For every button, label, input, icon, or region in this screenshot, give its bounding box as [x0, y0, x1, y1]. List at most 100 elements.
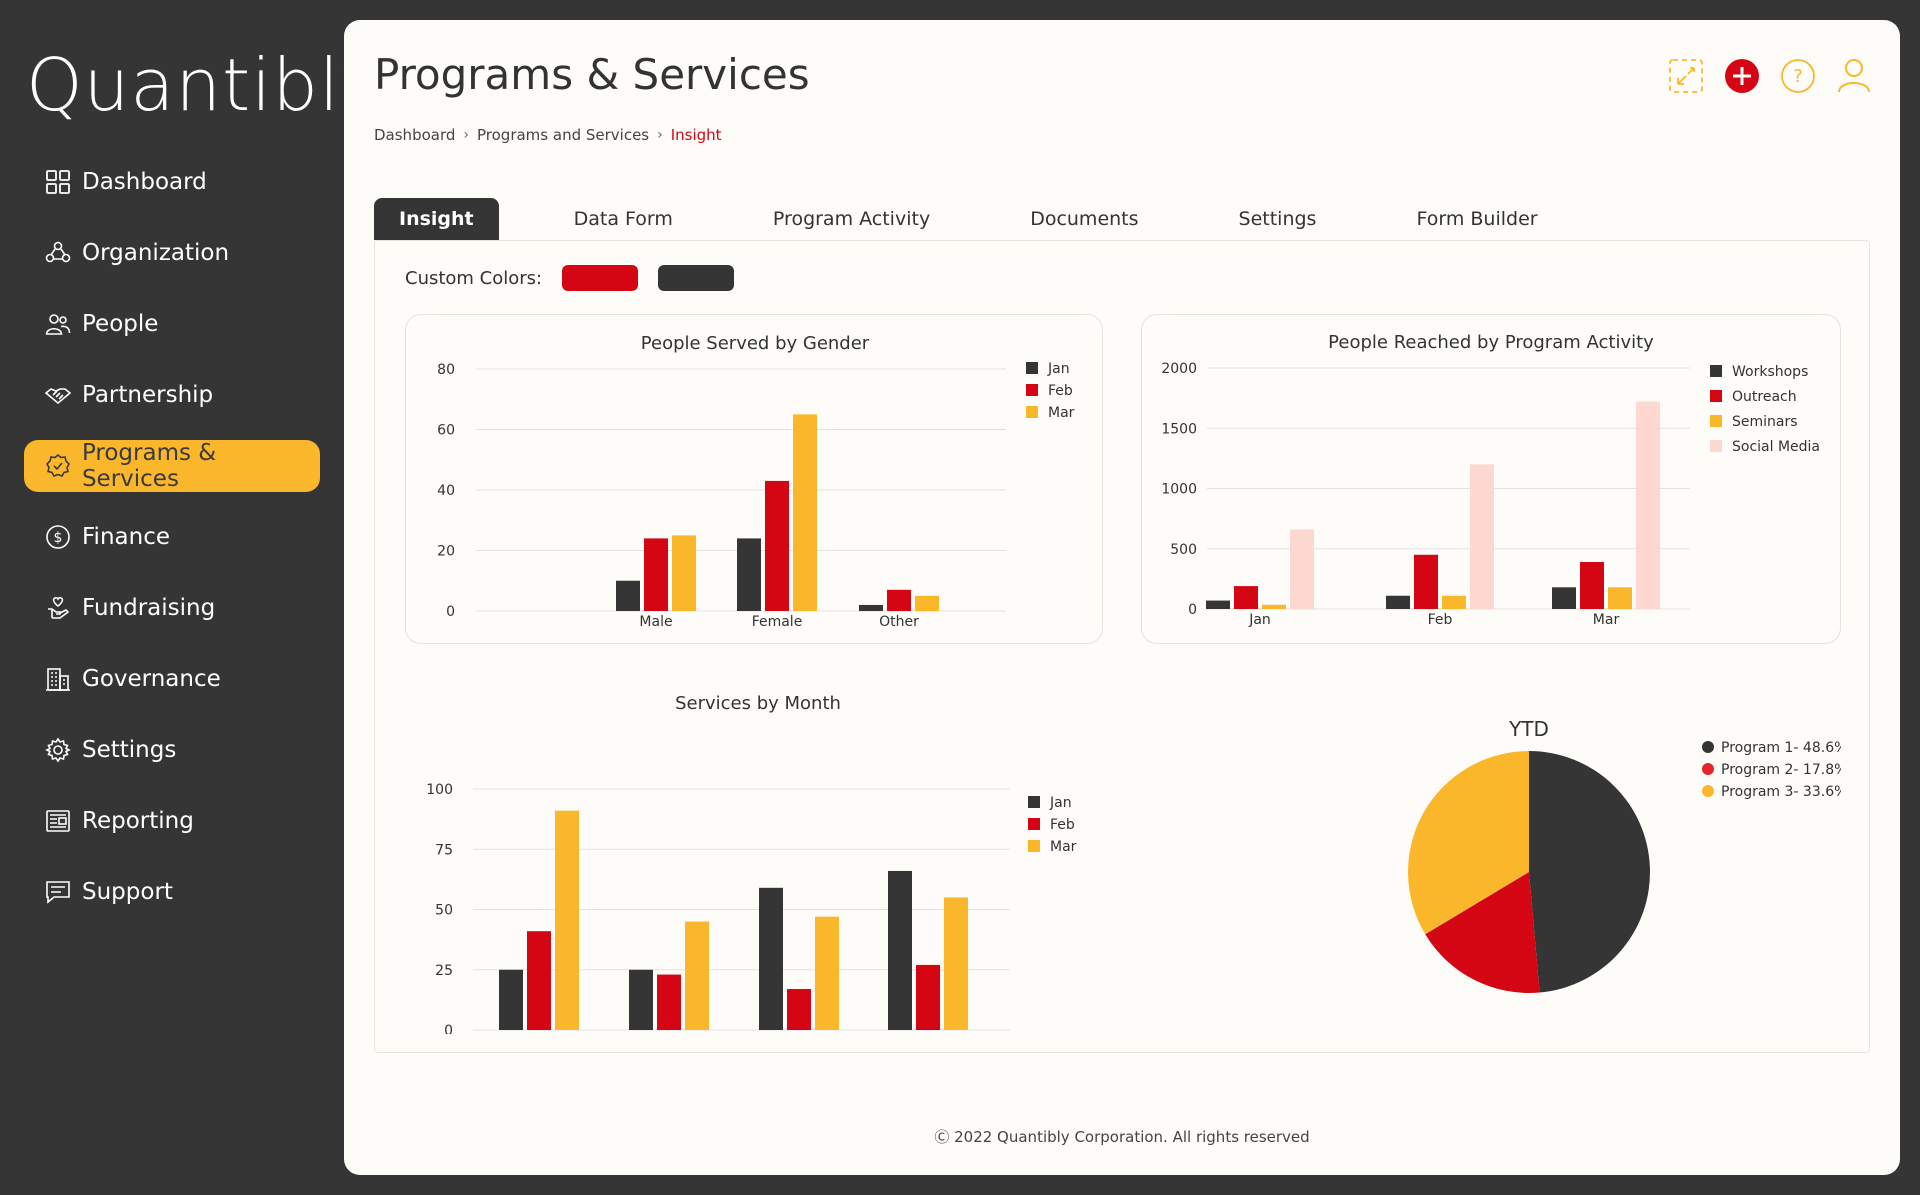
- quantibly-logo[interactable]: Quantibly: [26, 40, 383, 130]
- tab-form-builder[interactable]: Form Builder: [1416, 208, 1538, 230]
- pie-title: YTD: [1508, 717, 1549, 741]
- legend-swatch-workshops: [1710, 365, 1722, 377]
- tab-program-activity[interactable]: Program Activity: [772, 208, 931, 230]
- y-tick-label: 0: [446, 604, 455, 620]
- sidebar-item-settings[interactable]: Settings: [24, 724, 320, 776]
- y-tick-label: 40: [437, 483, 455, 499]
- custom-colors-label: Custom Colors:: [405, 267, 543, 289]
- logo-text: Quantibly: [26, 43, 384, 127]
- legend-label-seminars: Seminars: [1732, 414, 1798, 430]
- y-tick-label: 500: [1170, 542, 1197, 558]
- insight-content: Custom Colors: People Served by Gender 0 2…: [374, 240, 1870, 1053]
- color-swatch-red[interactable]: [562, 265, 639, 291]
- tab-insight[interactable]: Insight: [374, 198, 499, 240]
- footer-text: 2022 Quantibly Corporation. All rights r…: [954, 1128, 1310, 1146]
- bar-jan-workshops: [1206, 600, 1230, 609]
- legend-dot-3: [1702, 785, 1714, 797]
- legend-swatch-outreach: [1710, 390, 1722, 402]
- sidebar-item-organization[interactable]: Organization: [24, 227, 320, 279]
- sidebar-item-label: Settings: [82, 737, 177, 763]
- pie-slice-3: [1408, 751, 1529, 935]
- y-tick-label: 0: [1188, 602, 1197, 618]
- legend-swatch-feb: [1026, 384, 1038, 396]
- footer: Ⓒ 2022 Quantibly Corporation. All rights…: [344, 1126, 1900, 1147]
- x-tick-label: Mar: [1593, 612, 1620, 628]
- sidebar-item-fundraising[interactable]: Fundraising: [24, 582, 320, 634]
- ytd-pie-chart: YTD Program 1- 48.6% Program 2- 17.8% Progr…: [1408, 717, 1847, 993]
- bar-male-feb: [644, 538, 668, 611]
- help-button[interactable]: ?: [1780, 58, 1816, 94]
- collapse-button[interactable]: [1668, 58, 1704, 94]
- handshake-icon: [44, 381, 72, 409]
- copyright-icon: Ⓒ: [934, 1128, 950, 1146]
- bar-service-2-mar: [685, 921, 709, 1030]
- legend-label-program-3: Program 3- 33.6%: [1721, 784, 1841, 800]
- legend-label-program-2: Program 2- 17.8%: [1721, 762, 1841, 778]
- sidebar-item-dashboard[interactable]: Dashboard: [24, 156, 320, 208]
- sidebar-item-support[interactable]: Support: [24, 866, 320, 918]
- bar-service-4-mar: [944, 897, 968, 1030]
- sidebar-item-partnership[interactable]: Partnership: [24, 369, 320, 421]
- badge-check-icon: [44, 452, 72, 480]
- x-tick-label: Service 3: [766, 1033, 831, 1034]
- sidebar-item-programs-services[interactable]: Programs & Services: [24, 440, 320, 492]
- hand-heart-icon: [44, 594, 72, 622]
- bar-female-jan: [737, 538, 761, 611]
- bar-service-4-jan: [888, 870, 912, 1030]
- sidebar-item-reporting[interactable]: Reporting: [24, 795, 320, 847]
- sidebar-item-label: People: [82, 311, 159, 337]
- legend-swatch-mar: [1026, 406, 1038, 418]
- breadcrumb-insight: Insight: [670, 126, 722, 144]
- breadcrumb-dashboard[interactable]: Dashboard: [374, 126, 456, 144]
- x-tick-label: Service 1: [506, 1033, 571, 1034]
- tab-bar: Insight Data Form Program Activity Docum…: [374, 198, 1613, 240]
- y-tick-label: 50: [435, 903, 453, 919]
- add-button[interactable]: [1724, 58, 1760, 94]
- profile-button[interactable]: [1836, 58, 1872, 94]
- y-tick-label: 0: [444, 1023, 453, 1034]
- sidebar-item-label: Partnership: [82, 382, 214, 408]
- bar-service-3-feb: [787, 989, 811, 1030]
- tab-documents[interactable]: Documents: [1030, 208, 1139, 230]
- sidebar-item-finance[interactable]: $ Finance: [24, 511, 320, 563]
- sidebar-item-label: Programs & Services: [81, 440, 217, 492]
- sidebar-item-governance[interactable]: Governance: [24, 653, 320, 705]
- plus-icon: [1725, 59, 1759, 93]
- chart-card-gender: People Served by Gender 0 20 40 60 80 Male Fema…: [405, 314, 1103, 644]
- y-tick-label: 1000: [1161, 482, 1197, 498]
- tab-data-form[interactable]: Data Form: [573, 208, 673, 230]
- tab-settings[interactable]: Settings: [1238, 208, 1317, 230]
- pie-slice-2: [1425, 872, 1540, 993]
- y-tick-label: 2000: [1161, 361, 1197, 377]
- bar-other-jan: [859, 604, 883, 611]
- sidebar-item-label: Reporting: [82, 808, 194, 834]
- color-swatch-dark[interactable]: [658, 265, 735, 291]
- sidebar-item-label: Finance: [82, 524, 170, 550]
- bar-service-3-mar: [815, 916, 839, 1030]
- bar-service-2-feb: [657, 974, 681, 1030]
- chevron-right-icon: ›: [657, 127, 663, 143]
- bar-service-3-jan: [759, 887, 783, 1030]
- legend-label-jan: Jan: [1047, 361, 1070, 377]
- svg-text:?: ?: [1793, 66, 1803, 87]
- breadcrumb: Dashboard › Programs and Services › Insi…: [374, 126, 722, 144]
- sidebar-item-people[interactable]: People: [24, 298, 320, 350]
- bar-service-4-feb: [916, 964, 940, 1030]
- legend-label-social-media: Social Media: [1732, 439, 1820, 455]
- bar-service-1-mar: [555, 810, 579, 1030]
- legend-label-workshops: Workshops: [1732, 364, 1808, 380]
- people-served-by-gender-chart: People Served by Gender 0 20 40 60 80 Male Fema…: [437, 333, 1074, 630]
- breadcrumb-programs-services[interactable]: Programs and Services: [477, 126, 650, 144]
- bar-service-1-jan: [499, 969, 523, 1030]
- sidebar-item-label: Organization: [82, 240, 230, 266]
- bar-jan-seminars: [1262, 604, 1286, 609]
- bar-female-feb: [765, 480, 789, 611]
- page-title: Programs & Services: [374, 50, 810, 99]
- x-tick-label: Service 4: [895, 1033, 960, 1034]
- bar-feb-outreach: [1414, 554, 1438, 609]
- gear-icon: [44, 736, 72, 764]
- bar-male-mar: [672, 535, 696, 611]
- chevron-right-icon: ›: [463, 127, 469, 143]
- bar-service-2-jan: [629, 969, 653, 1030]
- y-tick-label: 25: [435, 963, 453, 979]
